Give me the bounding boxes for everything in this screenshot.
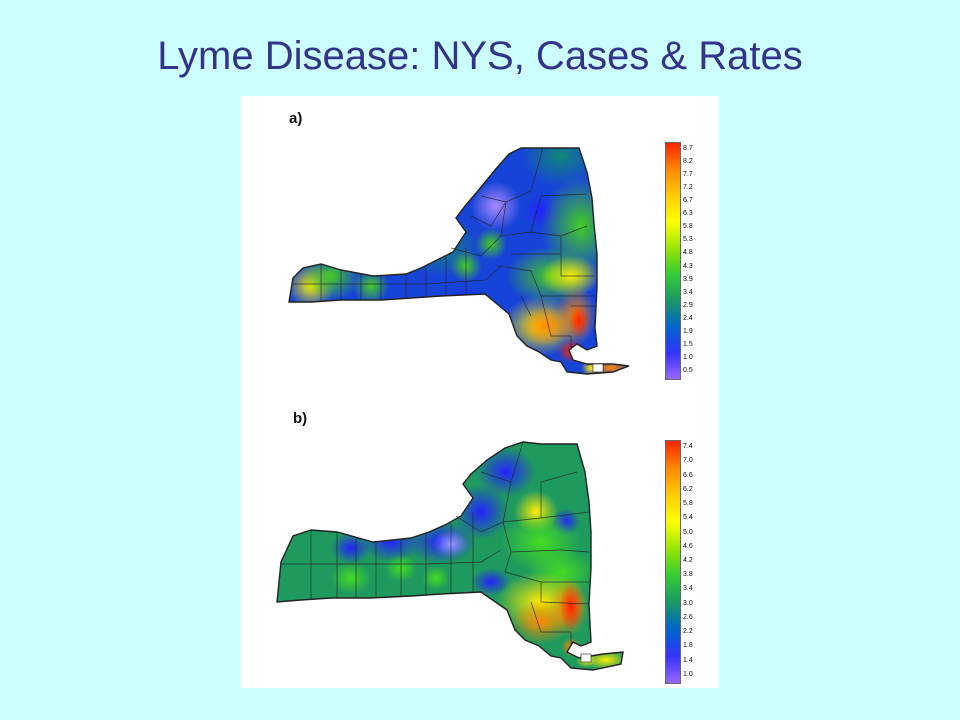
panel-a-legend-bar bbox=[665, 142, 681, 380]
legend-tick: 4.6 bbox=[683, 542, 693, 550]
panel-b-label: b) bbox=[293, 410, 308, 427]
legend-tick: 4.3 bbox=[683, 262, 693, 270]
legend-tick: 6.6 bbox=[683, 471, 693, 479]
legend-tick: 1.9 bbox=[683, 328, 693, 336]
legend-tick: 3.8 bbox=[683, 571, 693, 579]
legend-tick: 3.4 bbox=[683, 585, 693, 593]
legend-tick: 5.0 bbox=[683, 528, 693, 536]
slide-title: Lyme Disease: NYS, Cases & Rates bbox=[157, 34, 803, 78]
legend-tick: 1.0 bbox=[683, 670, 693, 678]
legend-tick: 7.0 bbox=[683, 457, 693, 465]
legend-tick: 6.7 bbox=[683, 197, 693, 204]
legend-tick: 3.0 bbox=[683, 599, 693, 607]
legend-tick: 8.2 bbox=[683, 157, 693, 165]
legend-tick: 6.3 bbox=[683, 210, 693, 218]
legend-tick: 5.4 bbox=[683, 514, 693, 522]
legend-tick: 1.4 bbox=[683, 656, 693, 664]
map-panel-a bbox=[288, 147, 630, 375]
panel-b-legend-bar bbox=[665, 440, 681, 684]
legend-tick: 5.3 bbox=[683, 236, 693, 244]
legend-tick: 7.7 bbox=[683, 170, 693, 178]
legend-tick: 6.2 bbox=[683, 485, 693, 493]
legend-tick: 8.7 bbox=[683, 144, 693, 152]
legend-tick: 7.4 bbox=[683, 443, 693, 451]
legend-tick: 3.9 bbox=[683, 275, 693, 283]
legend-tick: 2.6 bbox=[683, 613, 693, 621]
legend-tick: 4.2 bbox=[683, 557, 693, 564]
legend-tick: 1.0 bbox=[683, 354, 693, 362]
legend-tick: 3.4 bbox=[683, 288, 693, 296]
legend-tick: 5.8 bbox=[683, 223, 693, 231]
legend-tick: 2.2 bbox=[683, 628, 693, 636]
legend-tick: 2.4 bbox=[683, 315, 693, 322]
legend-tick: 2.9 bbox=[683, 301, 693, 309]
legend-tick: 0.5 bbox=[683, 367, 693, 375]
map-figure: a) bbox=[241, 96, 719, 688]
legend-tick: 1.8 bbox=[683, 642, 693, 650]
legend-tick: 4.8 bbox=[683, 249, 693, 257]
legend-tick: 5.8 bbox=[683, 500, 693, 508]
legend-tick: 1.5 bbox=[683, 341, 693, 349]
legend-tick: 7.2 bbox=[683, 183, 693, 191]
map-panel-b bbox=[276, 441, 624, 671]
panel-a-label: a) bbox=[289, 110, 303, 127]
